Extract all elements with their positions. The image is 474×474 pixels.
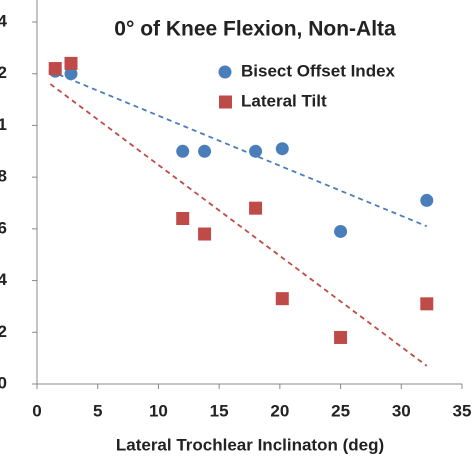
point [275, 142, 289, 156]
chart-title: 0° of Knee Flexion, Non-Alta [114, 18, 396, 41]
trend-line [49, 83, 428, 367]
x-tick-label: 30 [392, 401, 411, 420]
point [420, 193, 434, 207]
x-tick-label: 0 [32, 401, 41, 420]
trend-line [50, 70, 428, 228]
legend-marker [219, 95, 232, 109]
x-tick-label: 35 [453, 401, 472, 420]
x-tick-label: 25 [331, 401, 350, 420]
point [198, 227, 212, 241]
y-tick-label: 4 [0, 11, 8, 30]
point [249, 201, 263, 215]
y-tick-label: 4 [0, 270, 8, 289]
x-axis-label: Lateral Trochlear Inclinaton (deg) [116, 435, 384, 454]
legend-label: Bisect Offset Index [241, 61, 396, 80]
point [176, 144, 190, 158]
y-tick-label: 2 [0, 322, 7, 341]
point [275, 292, 289, 306]
legend-label: Lateral Tilt [241, 91, 327, 110]
point [334, 330, 348, 344]
y-tick-label: 6 [0, 218, 7, 237]
y-tick-label: 8 [0, 167, 7, 186]
y-tick-label: 1 [0, 115, 7, 134]
y-tick-label: 0 [0, 373, 7, 392]
point [198, 144, 212, 158]
point [249, 144, 263, 158]
point [64, 67, 78, 81]
x-tick-label: 5 [93, 401, 102, 420]
point [334, 224, 348, 238]
point [64, 56, 78, 70]
x-tick-label: 20 [270, 401, 289, 420]
x-tick-label: 10 [149, 401, 168, 420]
point [48, 62, 62, 76]
x-tick-label: 15 [210, 401, 229, 420]
point [176, 212, 190, 226]
legend-marker [218, 65, 232, 79]
point [420, 297, 434, 311]
y-tick-label: 2 [0, 63, 7, 82]
